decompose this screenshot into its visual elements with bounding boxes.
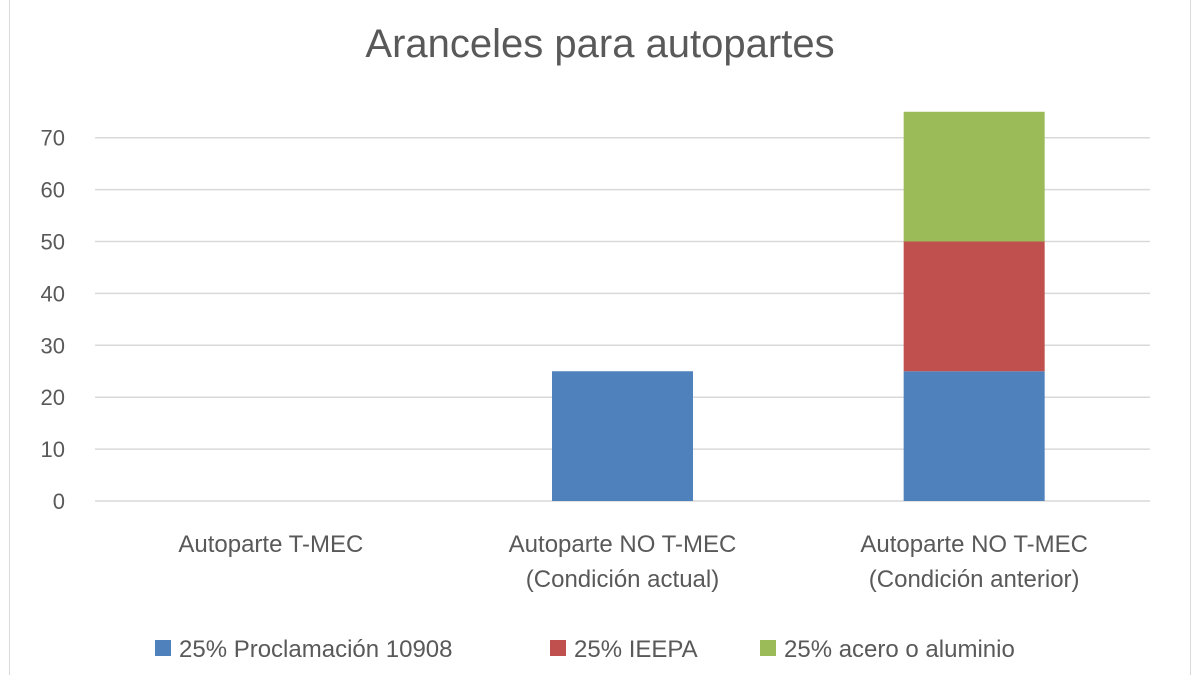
y-axis-ticks: 0 10 20 30 40 50 60 70 xyxy=(41,126,65,514)
legend-label: 25% Proclamación 10908 xyxy=(179,636,453,663)
bar-segment xyxy=(903,111,1045,242)
bar-segment xyxy=(903,371,1045,501)
bars xyxy=(552,111,1045,501)
y-tick-label: 10 xyxy=(41,437,65,462)
legend: 25% Proclamación 10908 25% IEEPA 25% acero… xyxy=(155,636,1015,663)
legend-swatch xyxy=(550,640,566,656)
y-tick-label: 0 xyxy=(53,489,65,514)
y-tick-label: 30 xyxy=(41,333,65,358)
legend-label: 25% acero o aluminio xyxy=(784,636,1015,663)
chart-frame xyxy=(9,0,1191,675)
y-tick-label: 40 xyxy=(41,281,65,306)
bar-segment xyxy=(552,371,693,501)
y-tick-label: 70 xyxy=(41,126,65,151)
bar-segment xyxy=(903,241,1045,372)
x-axis-categories: Autoparte T-MEC Autoparte NO T-MEC (Condic… xyxy=(178,531,1088,593)
y-tick-label: 50 xyxy=(41,230,65,255)
y-tick-label: 60 xyxy=(41,178,65,203)
category-label: (Condición actual) xyxy=(526,566,719,593)
legend-swatch xyxy=(760,640,776,656)
y-tick-label: 20 xyxy=(41,385,65,410)
category-label: Autoparte NO T-MEC xyxy=(860,531,1088,558)
legend-label: 25% IEEPA xyxy=(574,636,698,663)
category-label: Autoparte T-MEC xyxy=(178,531,363,558)
chart-title: Aranceles para autopartes xyxy=(365,22,834,66)
category-label: (Condición anterior) xyxy=(869,566,1080,593)
category-label: Autoparte NO T-MEC xyxy=(509,531,737,558)
legend-swatch xyxy=(155,640,171,656)
